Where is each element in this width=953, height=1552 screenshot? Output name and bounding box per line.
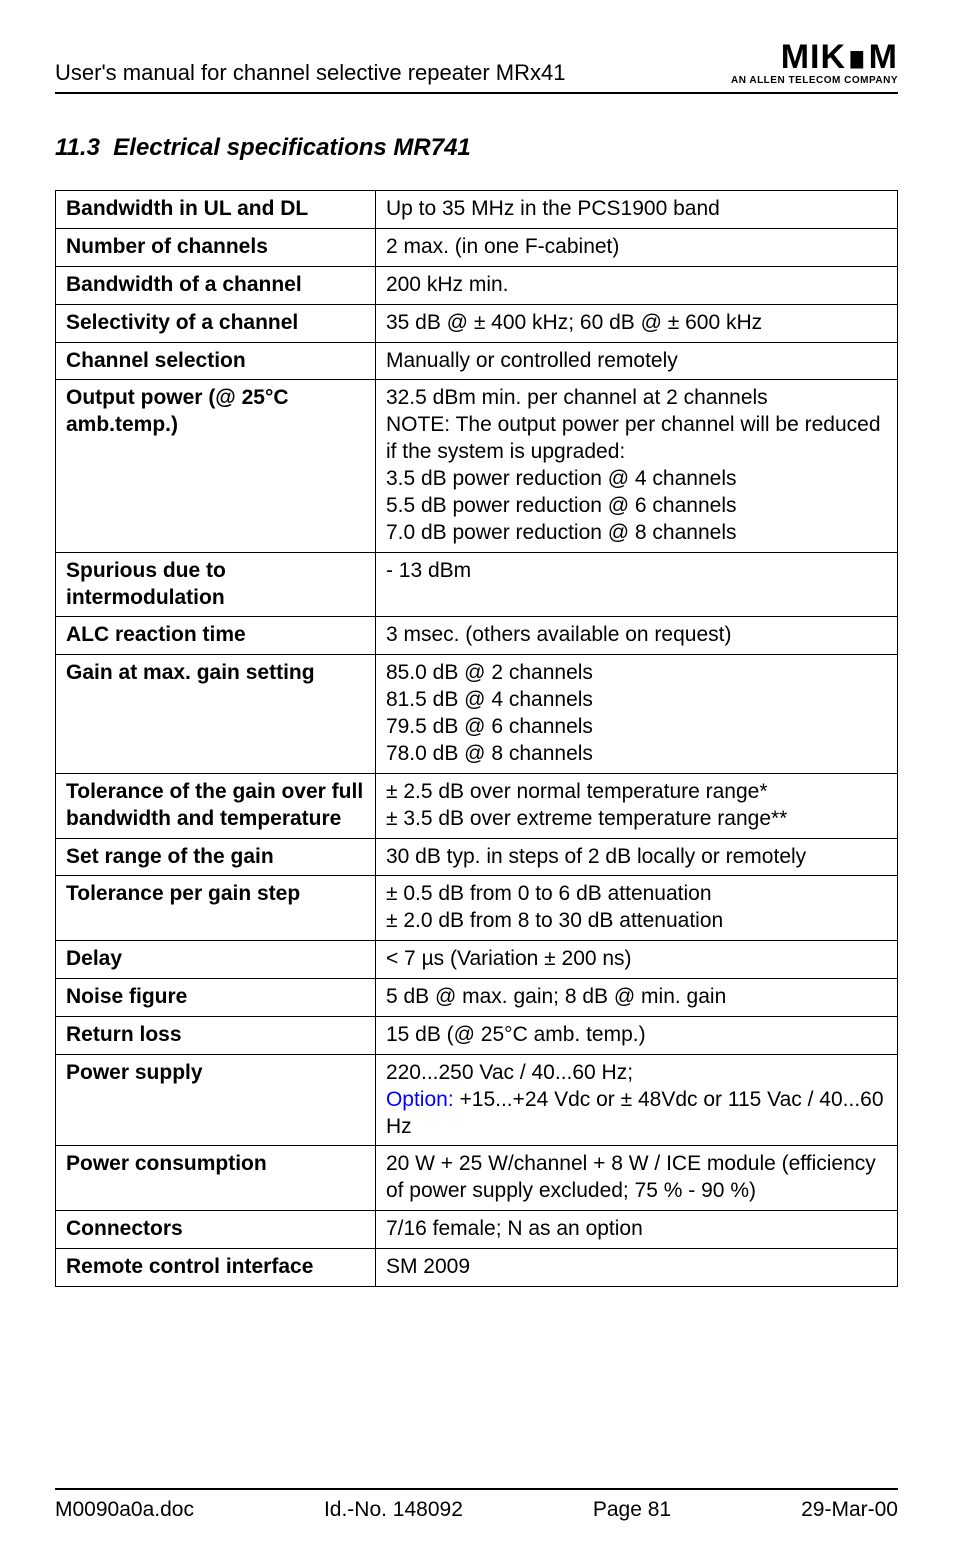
spec-label: Output power (@ 25°C amb.temp.) — [56, 380, 376, 552]
spec-table-body: Bandwidth in UL and DLUp to 35 MHz in th… — [56, 191, 898, 1287]
table-row: ALC reaction time3 msec. (others availab… — [56, 617, 898, 655]
spec-label: Number of channels — [56, 228, 376, 266]
spec-value-rest: +15...+24 Vdc or ± 48Vdc or 115 Vac / 40… — [386, 1088, 884, 1138]
page-header: User's manual for channel selective repe… — [55, 40, 898, 92]
spec-label: Tolerance of the gain over full bandwidt… — [56, 773, 376, 838]
table-row: Power consumption20 W + 25 W/channel + 8… — [56, 1146, 898, 1211]
spec-value: SM 2009 — [375, 1249, 897, 1287]
spec-label: Noise figure — [56, 979, 376, 1017]
table-row: Output power (@ 25°C amb.temp.)32.5 dBm … — [56, 380, 898, 552]
table-row: Connectors7/16 female; N as an option — [56, 1211, 898, 1249]
spec-label: Gain at max. gain setting — [56, 655, 376, 774]
spec-value: 2 max. (in one F-cabinet) — [375, 228, 897, 266]
spec-value: 220...250 Vac / 40...60 Hz;Option: +15..… — [375, 1054, 897, 1146]
spec-value: < 7 µs (Variation ± 200 ns) — [375, 941, 897, 979]
page: User's manual for channel selective repe… — [0, 0, 953, 1552]
spec-label: Return loss — [56, 1016, 376, 1054]
spec-table: Bandwidth in UL and DLUp to 35 MHz in th… — [55, 190, 898, 1287]
spec-label: Tolerance per gain step — [56, 876, 376, 941]
logo-sub-text: AN ALLEN TELECOM COMPANY — [731, 76, 898, 86]
footer-doc: M0090a0a.doc — [55, 1498, 194, 1522]
spec-value: 32.5 dBm min. per channel at 2 channels … — [375, 380, 897, 552]
spec-value: 30 dB typ. in steps of 2 dB locally or r… — [375, 838, 897, 876]
spec-label: Power consumption — [56, 1146, 376, 1211]
spec-value: 3 msec. (others available on request) — [375, 617, 897, 655]
header-title: User's manual for channel selective repe… — [55, 60, 565, 86]
footer-id: Id.-No. 148092 — [324, 1498, 463, 1522]
spec-label: Connectors — [56, 1211, 376, 1249]
spec-label: Bandwidth of a channel — [56, 266, 376, 304]
spec-label: Remote control interface — [56, 1249, 376, 1287]
spec-value: 200 kHz min. — [375, 266, 897, 304]
table-row: Noise figure5 dB @ max. gain; 8 dB @ min… — [56, 979, 898, 1017]
spec-value: - 13 dBm — [375, 552, 897, 617]
spec-value: 20 W + 25 W/channel + 8 W / ICE module (… — [375, 1146, 897, 1211]
footer-page: Page 81 — [593, 1498, 671, 1522]
spec-value: 85.0 dB @ 2 channels 81.5 dB @ 4 channel… — [375, 655, 897, 774]
table-row: Return loss15 dB (@ 25°C amb. temp.) — [56, 1016, 898, 1054]
table-row: Tolerance of the gain over full bandwidt… — [56, 773, 898, 838]
footer-divider — [55, 1488, 898, 1490]
spec-label: Bandwidth in UL and DL — [56, 191, 376, 229]
spec-label: Spurious due to intermodulation — [56, 552, 376, 617]
spec-label: ALC reaction time — [56, 617, 376, 655]
spec-value: 35 dB @ ± 400 kHz; 60 dB @ ± 600 kHz — [375, 304, 897, 342]
logo-main-text: MIK∎M — [731, 40, 898, 74]
logo: MIK∎M AN ALLEN TELECOM COMPANY — [731, 40, 898, 86]
spec-label: Power supply — [56, 1054, 376, 1146]
spec-label: Set range of the gain — [56, 838, 376, 876]
table-row: Delay< 7 µs (Variation ± 200 ns) — [56, 941, 898, 979]
spec-value: 15 dB (@ 25°C amb. temp.) — [375, 1016, 897, 1054]
table-row: Selectivity of a channel35 dB @ ± 400 kH… — [56, 304, 898, 342]
table-row: Bandwidth in UL and DLUp to 35 MHz in th… — [56, 191, 898, 229]
spec-value-line: Option: +15...+24 Vdc or ± 48Vdc or 115 … — [386, 1087, 887, 1141]
spec-label: Delay — [56, 941, 376, 979]
spec-value: ± 2.5 dB over normal temperature range* … — [375, 773, 897, 838]
table-row: Power supply220...250 Vac / 40...60 Hz;O… — [56, 1054, 898, 1146]
footer-row: M0090a0a.doc Id.-No. 148092 Page 81 29-M… — [55, 1498, 898, 1522]
spec-label: Channel selection — [56, 342, 376, 380]
page-footer: M0090a0a.doc Id.-No. 148092 Page 81 29-M… — [55, 1488, 898, 1522]
section-number: 11.3 — [55, 134, 100, 161]
table-row: Bandwidth of a channel200 kHz min. — [56, 266, 898, 304]
section-heading: 11.3 Electrical specifications MR741 — [55, 134, 898, 162]
section-title: Electrical specifications MR741 — [113, 134, 471, 161]
spec-value: Manually or controlled remotely — [375, 342, 897, 380]
spec-label: Selectivity of a channel — [56, 304, 376, 342]
spec-value: ± 0.5 dB from 0 to 6 dB attenuation ± 2.… — [375, 876, 897, 941]
table-row: Set range of the gain30 dB typ. in steps… — [56, 838, 898, 876]
table-row: Channel selectionManually or controlled … — [56, 342, 898, 380]
table-row: Spurious due to intermodulation- 13 dBm — [56, 552, 898, 617]
spec-value: 5 dB @ max. gain; 8 dB @ min. gain — [375, 979, 897, 1017]
option-label: Option: — [386, 1088, 454, 1111]
table-row: Gain at max. gain setting85.0 dB @ 2 cha… — [56, 655, 898, 774]
table-row: Tolerance per gain step± 0.5 dB from 0 t… — [56, 876, 898, 941]
table-row: Remote control interfaceSM 2009 — [56, 1249, 898, 1287]
table-row: Number of channels2 max. (in one F-cabin… — [56, 228, 898, 266]
footer-date: 29-Mar-00 — [801, 1498, 898, 1522]
spec-value: 7/16 female; N as an option — [375, 1211, 897, 1249]
spec-value: Up to 35 MHz in the PCS1900 band — [375, 191, 897, 229]
header-divider — [55, 92, 898, 94]
spec-value-line: 220...250 Vac / 40...60 Hz; — [386, 1060, 887, 1087]
